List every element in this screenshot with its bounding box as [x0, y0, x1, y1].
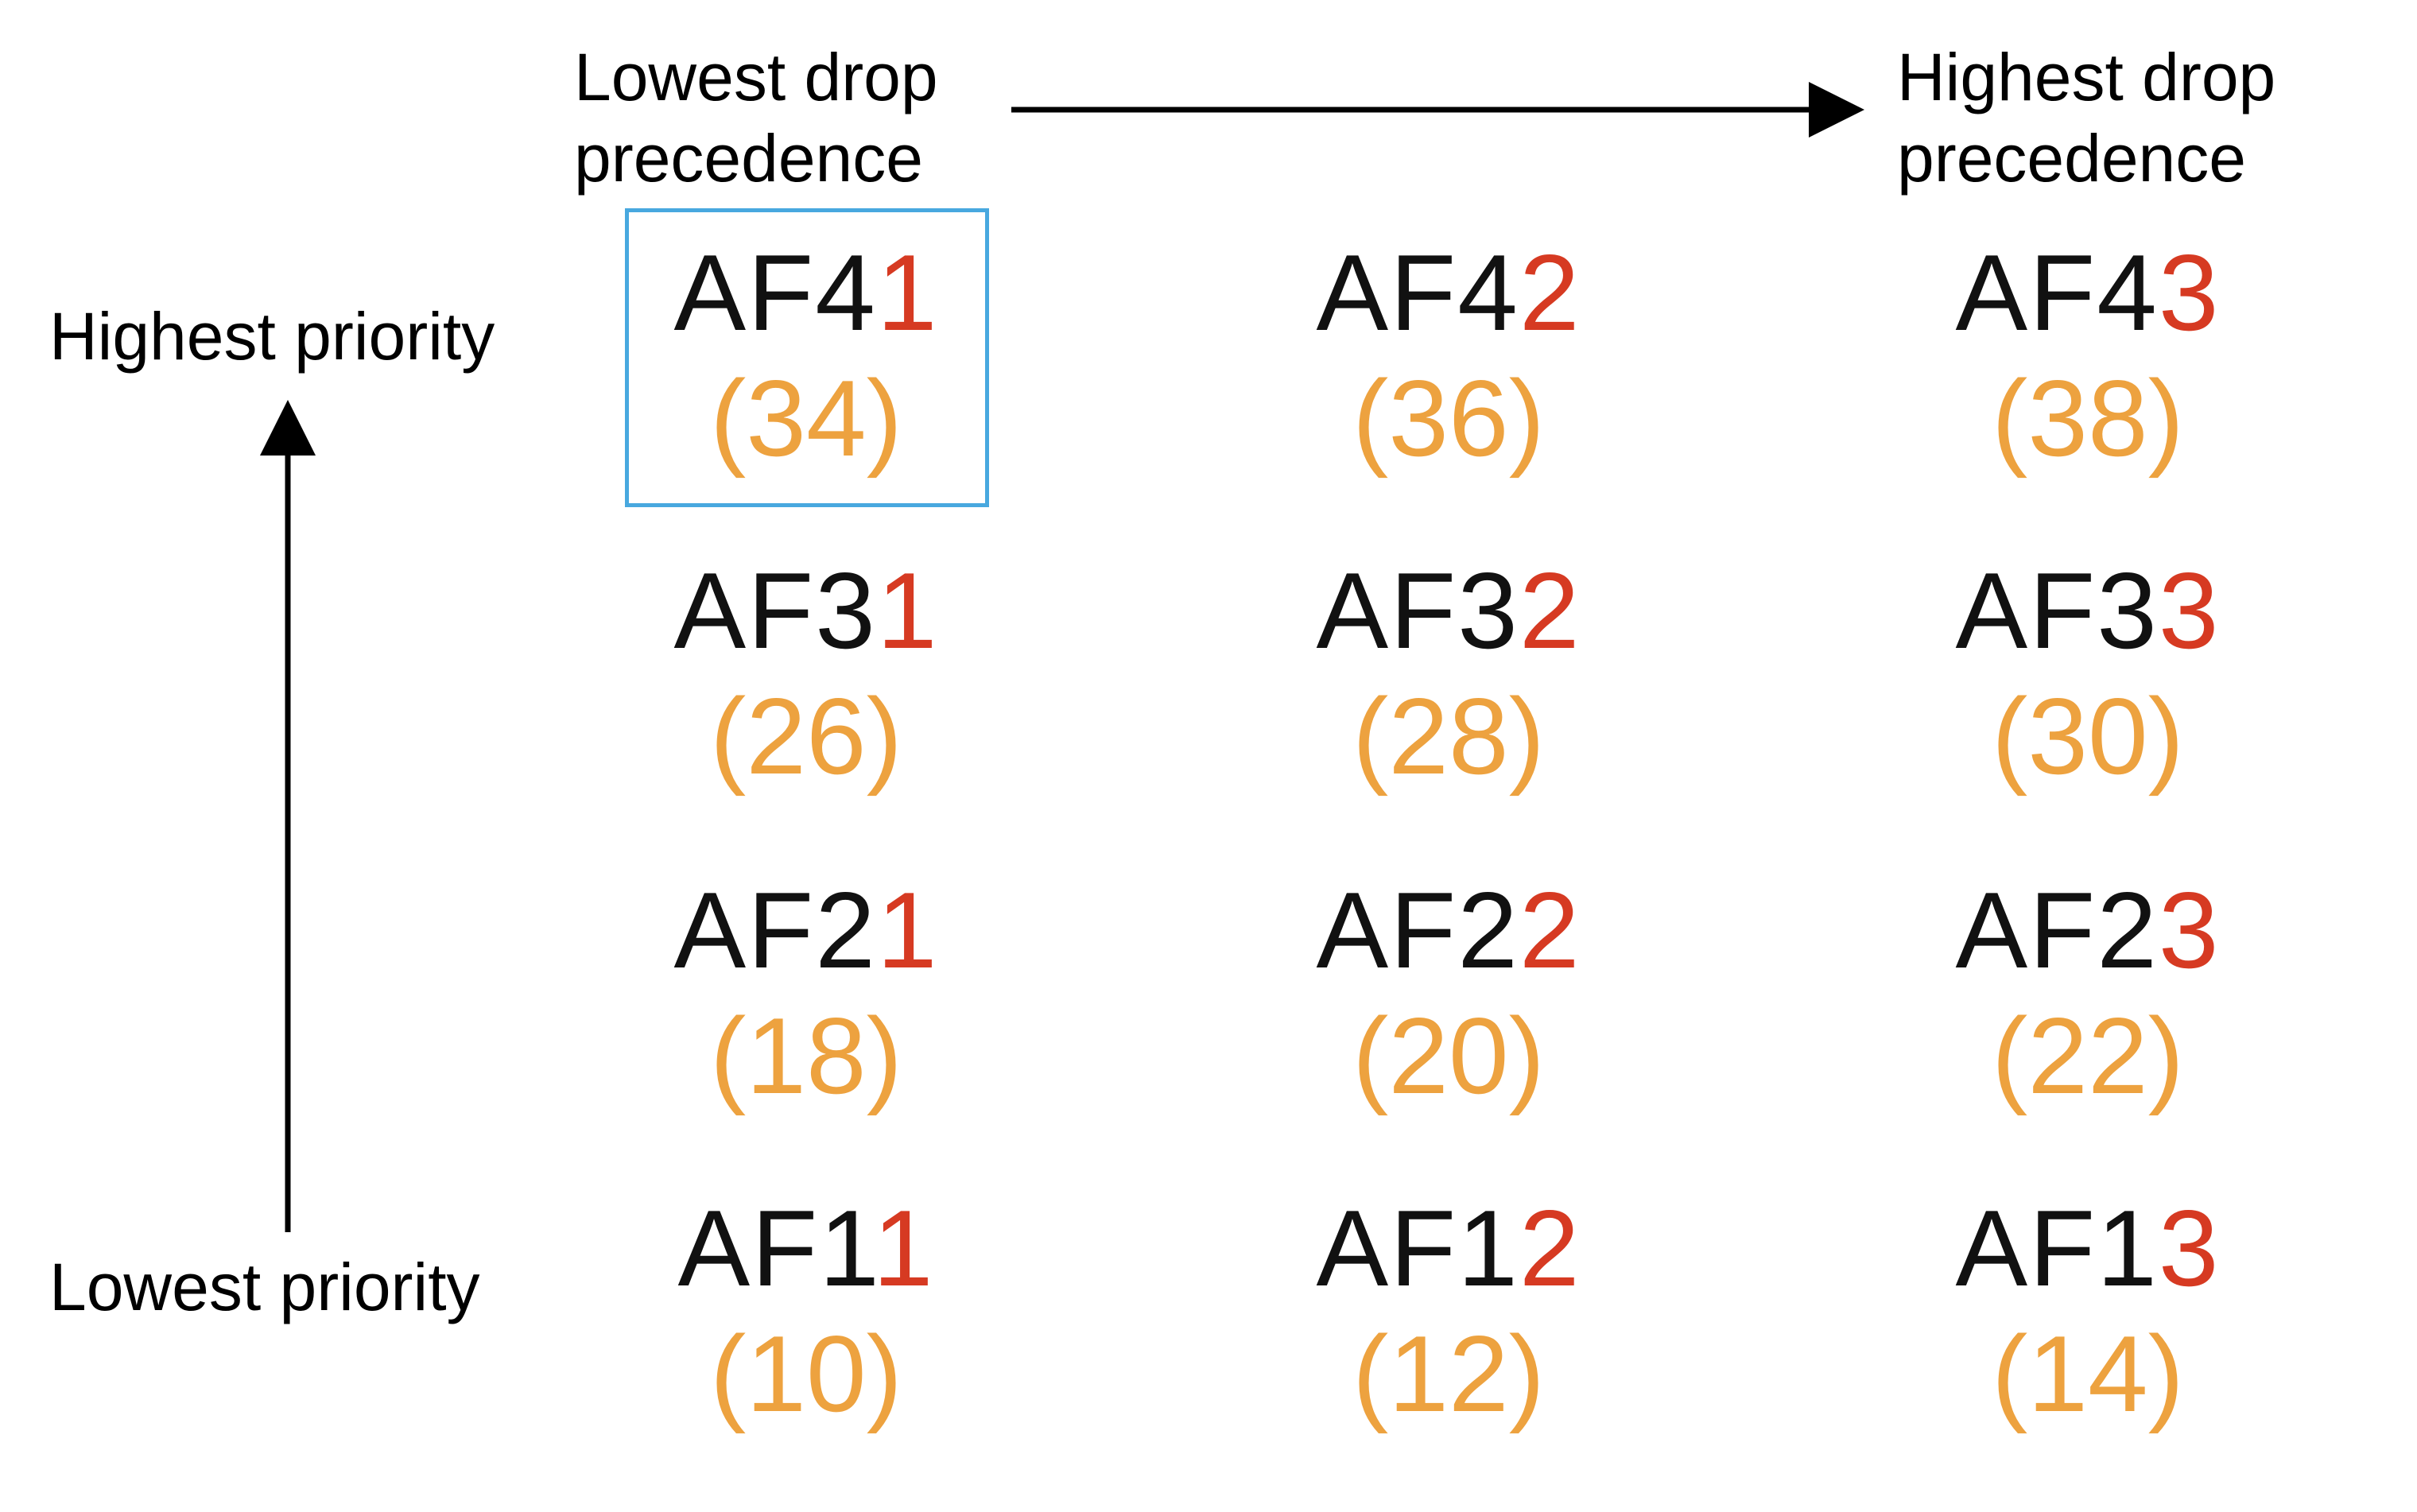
dscp-value: (30)	[1992, 676, 2184, 797]
af-class-name: AF11	[631, 1194, 981, 1302]
af-class-cell: AF33 (30)	[1913, 556, 2263, 790]
drop-precedence-digit: 1	[872, 1188, 935, 1308]
lowest-drop-line1: Lowest drop	[574, 40, 938, 114]
dscp-value: (12)	[1352, 1313, 1545, 1434]
af-class-prefix: AF4	[1316, 232, 1519, 353]
drop-precedence-digit: 1	[876, 550, 939, 671]
af-class-cell: AF32 (28)	[1274, 556, 1624, 790]
af-class-prefix: AF3	[1316, 550, 1519, 671]
dscp-value: (18)	[710, 995, 902, 1116]
af-class-cell: AF11 (10)	[631, 1194, 981, 1428]
af-class-prefix: AF2	[1955, 870, 2159, 991]
dscp-value: (10)	[710, 1313, 902, 1434]
drop-precedence-digit: 3	[2158, 1188, 2221, 1308]
af-class-name: AF43	[1913, 238, 2263, 347]
af-class-name: AF32	[1274, 556, 1624, 665]
drop-precedence-digit: 3	[2158, 870, 2221, 991]
drop-precedence-digit: 3	[2158, 550, 2221, 671]
highest-drop-line2: precedence	[1897, 121, 2246, 196]
af-class-prefix: AF3	[1955, 550, 2159, 671]
af-class-prefix: AF2	[673, 870, 877, 991]
highest-drop-line1: Highest drop	[1897, 40, 2276, 114]
lowest-drop-precedence-label: Lowest drop precedence	[574, 37, 938, 200]
af-class-cell: AF23 (22)	[1913, 876, 2263, 1110]
lowest-priority-label: Lowest priority	[49, 1250, 480, 1324]
dscp-value: (38)	[1992, 358, 2184, 479]
af-class-name: AF23	[1913, 876, 2263, 984]
lowest-drop-line2: precedence	[574, 121, 923, 196]
af-class-name: AF31	[631, 556, 981, 665]
af-class-cell: AF21 (18)	[631, 876, 981, 1110]
drop-precedence-digit: 2	[1519, 870, 1581, 991]
af-class-prefix: AF4	[673, 232, 877, 353]
drop-precedence-digit: 1	[876, 232, 939, 353]
dscp-value: (28)	[1352, 676, 1545, 797]
af-class-name: AF21	[631, 876, 981, 984]
af-class-cell: AF12 (12)	[1274, 1194, 1624, 1428]
af-class-cell: AF43 (38)	[1913, 238, 2263, 472]
af-class-name: AF13	[1913, 1194, 2263, 1302]
dscp-value: (26)	[710, 676, 902, 797]
drop-precedence-digit: 2	[1519, 1188, 1581, 1308]
af-class-cell: AF31 (26)	[631, 556, 981, 790]
af-class-cell: AF22 (20)	[1274, 876, 1624, 1110]
af-class-prefix: AF1	[1955, 1188, 2159, 1308]
af-class-prefix: AF1	[677, 1188, 873, 1308]
dscp-value: (22)	[1992, 995, 2184, 1116]
dscp-value: (14)	[1992, 1313, 2184, 1434]
dscp-value: (36)	[1352, 358, 1545, 479]
drop-precedence-digit: 1	[876, 870, 939, 991]
drop-precedence-digit: 3	[2158, 232, 2221, 353]
af-class-cell: AF42 (36)	[1274, 238, 1624, 472]
af-class-prefix: AF1	[1316, 1188, 1519, 1308]
af-class-prefix: AF4	[1955, 232, 2159, 353]
af-class-prefix: AF3	[673, 550, 877, 671]
af-class-name: AF33	[1913, 556, 2263, 665]
highlight-box	[625, 208, 989, 507]
dscp-value: (20)	[1352, 995, 1545, 1116]
af-class-name: AF12	[1274, 1194, 1624, 1302]
af-class-name: AF41	[631, 238, 981, 347]
drop-precedence-digit: 2	[1519, 550, 1581, 671]
af-class-name: AF42	[1274, 238, 1624, 347]
highest-priority-label: Highest priority	[49, 299, 495, 374]
af-class-cell: AF13 (14)	[1913, 1194, 2263, 1428]
af-class-name: AF22	[1274, 876, 1624, 984]
highest-drop-precedence-label: Highest drop precedence	[1897, 37, 2275, 200]
drop-precedence-digit: 2	[1519, 232, 1581, 353]
af-class-cell: AF41 (34)	[631, 238, 981, 472]
af-class-prefix: AF2	[1316, 870, 1519, 991]
dscp-value: (34)	[710, 358, 902, 479]
